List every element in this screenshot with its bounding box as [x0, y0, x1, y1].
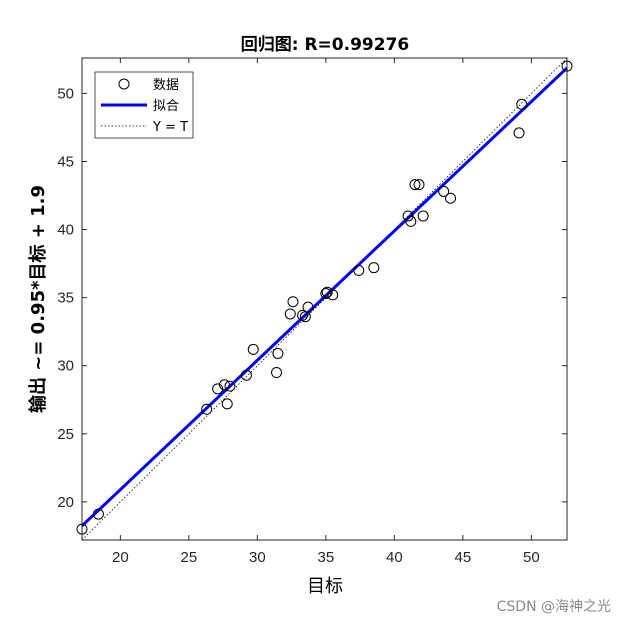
data-point-17	[321, 286, 333, 298]
x-axis-label: 目标	[307, 576, 343, 597]
data-point-4	[218, 379, 230, 391]
y-tick-label-2: 30	[57, 358, 74, 375]
legend-identity-label: Y = T	[152, 120, 188, 135]
data-point-8	[247, 343, 259, 355]
data-points	[76, 60, 573, 535]
data-point-12	[287, 296, 299, 308]
x-tick-label-6: 50	[523, 549, 540, 566]
x-tick-label-0: 20	[112, 549, 129, 566]
data-point-28	[513, 127, 525, 139]
data-point-6	[224, 380, 236, 392]
x-tick-label-4: 40	[386, 549, 403, 566]
data-point-2	[201, 403, 213, 415]
legend-data-label: 数据	[153, 78, 179, 93]
data-point-15	[302, 301, 314, 313]
legend-fit-label: 拟合	[153, 99, 179, 114]
data-point-23	[409, 179, 421, 191]
y-axis-label: 输出 ~= 0.95*目标 + 1.9	[27, 185, 49, 413]
chart-title: 回归图: R=0.99276	[241, 34, 409, 55]
data-point-9	[271, 367, 283, 379]
x-tick-label-1: 25	[181, 549, 198, 566]
ticks: 20 25 30 35 40 45 50 20 25 30 35 40 45 50	[57, 58, 567, 566]
data-point-3	[212, 383, 224, 395]
data-point-20	[368, 262, 380, 274]
y-tick-label-6: 50	[57, 85, 74, 102]
data-point-1	[92, 508, 104, 520]
x-tick-label-3: 35	[318, 549, 335, 566]
data-point-5	[221, 398, 233, 410]
data-point-29	[516, 98, 528, 110]
y-tick-label-1: 25	[57, 426, 74, 443]
x-tick-label-2: 30	[249, 549, 266, 566]
data-point-19	[353, 264, 365, 276]
plot-frame	[81, 57, 568, 541]
y-tick-label-3: 35	[57, 290, 74, 307]
data-point-16	[320, 288, 332, 300]
data-point-18	[327, 289, 339, 301]
data-point-10	[272, 347, 284, 359]
x-tick-label-5: 45	[455, 549, 472, 566]
data-point-27	[445, 192, 457, 204]
data-point-7	[240, 369, 252, 381]
data-point-26	[438, 185, 450, 197]
data-point-11	[284, 308, 296, 320]
legend: 数据 拟合 Y = T	[94, 71, 194, 139]
data-point-25	[417, 210, 429, 222]
y-tick-label-4: 40	[57, 222, 74, 239]
data-point-24	[413, 179, 425, 191]
data-point-21	[402, 210, 414, 222]
data-point-22	[405, 215, 417, 227]
y-tick-label-5: 45	[57, 153, 74, 170]
legend-data-marker-icon	[118, 78, 130, 90]
y-tick-label-0: 20	[57, 494, 74, 511]
watermark: CSDN @海神之光	[496, 599, 611, 615]
